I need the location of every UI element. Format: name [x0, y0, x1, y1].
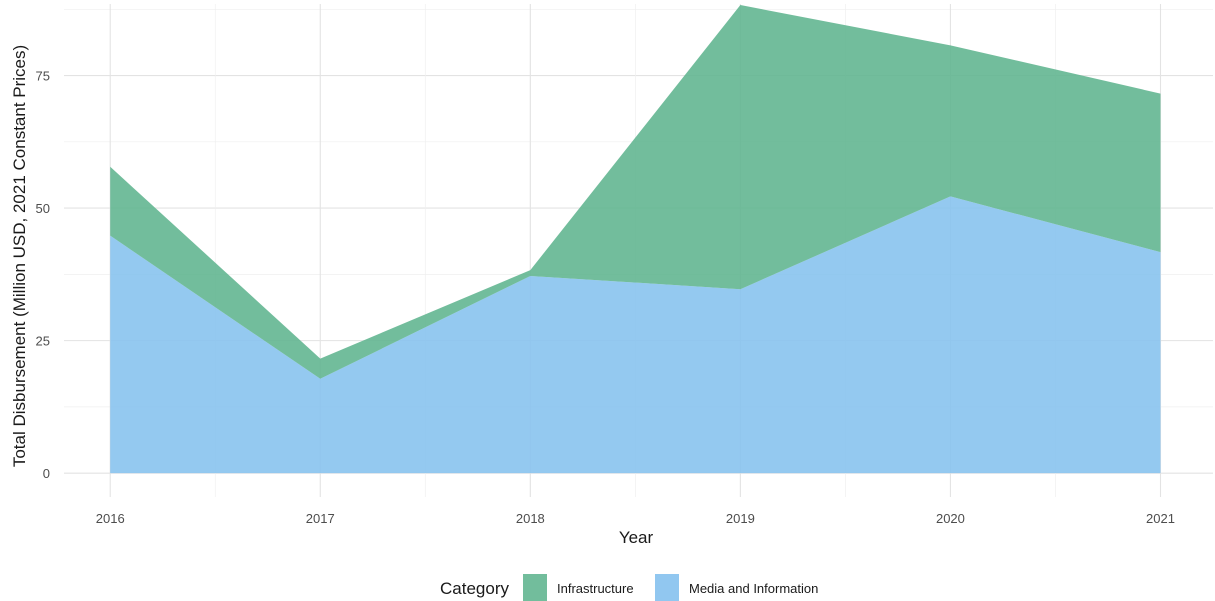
x-axis-title: Year — [619, 528, 654, 547]
x-tick-label: 2021 — [1146, 511, 1175, 526]
area-infrastructure — [110, 5, 1161, 379]
y-tick-label: 50 — [36, 201, 50, 216]
y-axis-ticks: 0 25 50 75 — [36, 69, 50, 482]
x-axis-ticks: 2016 2017 2018 2019 2020 2021 — [96, 511, 1175, 526]
legend-swatch-infrastructure — [523, 574, 547, 601]
y-axis-title: Total Disbursement (Million USD, 2021 Co… — [10, 45, 29, 467]
x-tick-label: 2016 — [96, 511, 125, 526]
legend-swatch-media-and-information — [655, 574, 679, 601]
area-media-and-information — [110, 196, 1161, 474]
legend-label-infrastructure: Infrastructure — [557, 581, 634, 596]
x-tick-label: 2017 — [306, 511, 335, 526]
legend-label-media-and-information: Media and Information — [689, 581, 818, 596]
area-series — [110, 5, 1161, 474]
y-tick-label: 0 — [43, 466, 50, 481]
legend: Category Infrastructure Media and Inform… — [440, 574, 818, 601]
x-tick-label: 2018 — [516, 511, 545, 526]
legend-title: Category — [440, 579, 509, 598]
y-tick-label: 25 — [36, 334, 50, 349]
y-tick-label: 75 — [36, 69, 50, 84]
x-tick-label: 2019 — [726, 511, 755, 526]
x-tick-label: 2020 — [936, 511, 965, 526]
